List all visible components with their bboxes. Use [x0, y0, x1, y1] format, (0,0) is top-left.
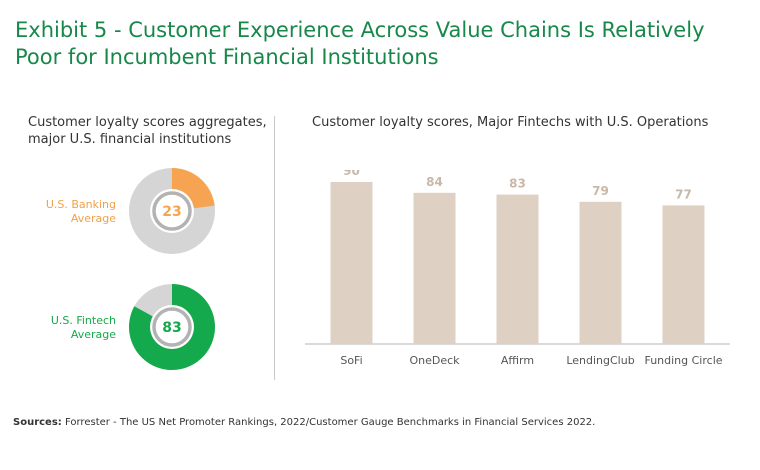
left-panel-subtitle: Customer loyalty scores aggregates, majo… [28, 115, 267, 147]
fintech-bar-chart: 90 SoFi 84 OneDeck 83 Affirm 79 LendingClub 77 Fu… [305, 170, 730, 367]
x-tick-label: Funding Circle [644, 354, 722, 367]
sources-note: Sources: Forrester - The US Net Promoter… [13, 417, 753, 428]
right-panel-subtitle: Customer loyalty scores, Major Fintechs … [312, 115, 709, 130]
bar-funding-circle [662, 205, 705, 344]
donut-value-label: 83 [162, 320, 181, 336]
bar-value-label: 77 [675, 187, 692, 201]
x-tick-label: SoFi [340, 354, 362, 367]
x-tick-label: LendingClub [566, 354, 634, 367]
bar-onedeck [413, 192, 456, 344]
fintech-donut-chart: 83 [129, 284, 215, 370]
donut-hole [150, 305, 194, 349]
bar-affirm [496, 194, 539, 344]
sources-label: Sources: [13, 417, 62, 428]
donut-inner-ring [152, 307, 192, 347]
bar-lendingclub [579, 201, 622, 344]
donut-hole [150, 189, 194, 233]
donut-label-line: Average [70, 328, 116, 341]
donut-value-label: 23 [162, 204, 181, 220]
banking-donut-chart: 23 [129, 168, 215, 254]
donut-label-line: U.S. Fintech [50, 314, 116, 327]
bar-value-label: 84 [426, 175, 443, 189]
x-tick-label: Affirm [501, 354, 534, 367]
bar-value-label: 90 [343, 170, 360, 178]
x-tick-label: OneDeck [409, 354, 460, 367]
bar-sofi [330, 182, 373, 344]
exhibit-title: Exhibit 5 - Customer Experience Across V… [15, 18, 705, 69]
donut-label-line: U.S. Banking [45, 198, 116, 211]
fintech-donut-label: U.S. Fintech Average [26, 314, 116, 342]
donut-label-line: Average [70, 212, 116, 225]
bar-value-label: 83 [509, 177, 526, 191]
banking-donut-label: U.S. Banking Average [26, 198, 116, 226]
donut-inner-ring [152, 191, 192, 231]
sources-text: Forrester - The US Net Promoter Rankings… [64, 417, 596, 428]
panel-divider [274, 116, 275, 380]
bar-value-label: 79 [592, 184, 609, 198]
